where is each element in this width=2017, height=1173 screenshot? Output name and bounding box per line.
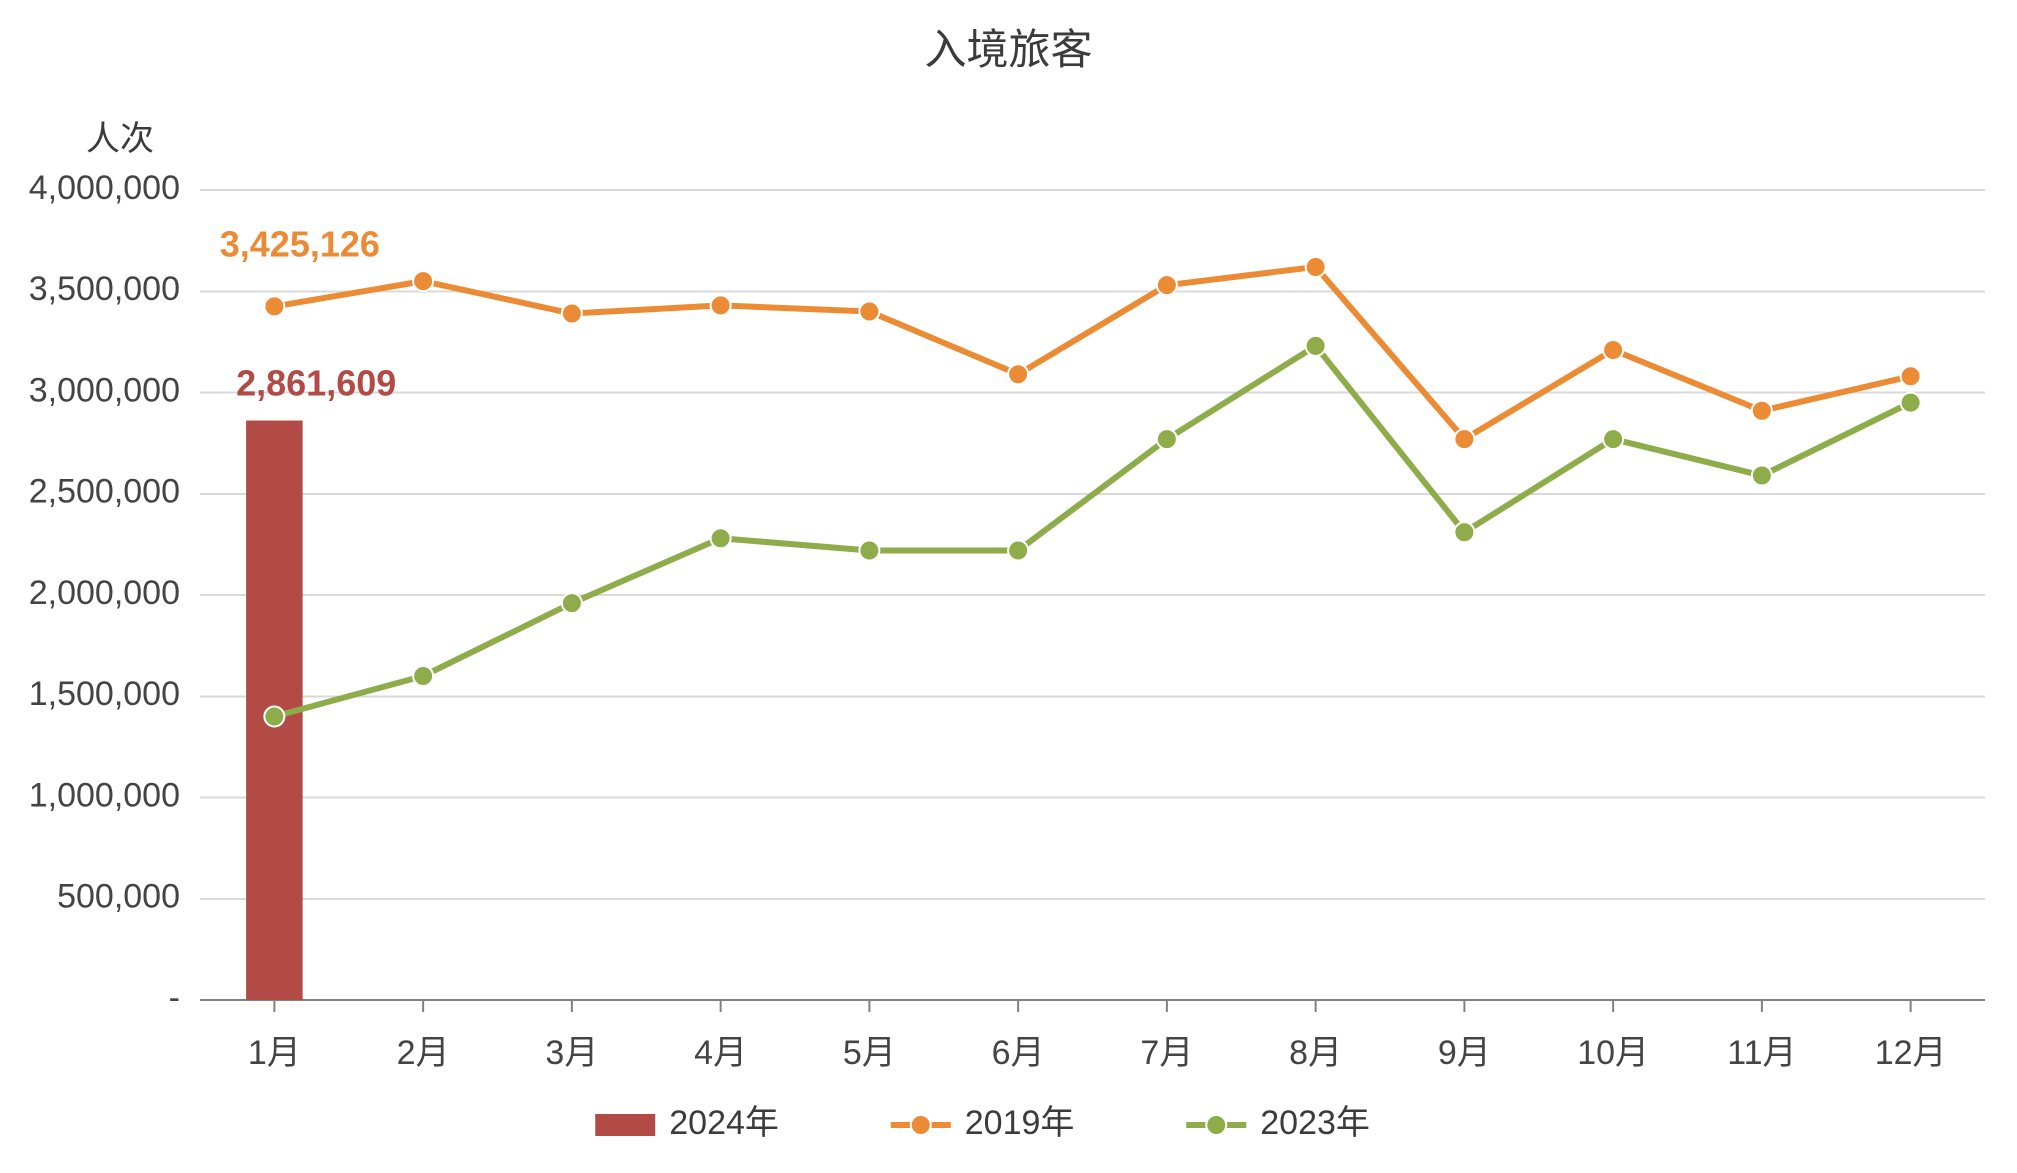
chart-title: 入境旅客 [924,26,1092,73]
y-tick-label: 2,000,000 [29,574,180,612]
marker-2019年 [413,271,433,291]
x-tick-label: 8月 [1289,1034,1342,1072]
x-tick-label: 10月 [1577,1034,1649,1072]
x-tick-label: 1月 [248,1034,301,1072]
y-tick-label: - [169,979,180,1017]
marker-2023年 [1752,466,1772,486]
marker-2023年 [1157,429,1177,449]
y-tick-label: 2,500,000 [29,473,180,511]
legend-label: 2023年 [1260,1104,1370,1142]
x-tick-label: 3月 [545,1034,598,1072]
marker-2023年 [1008,540,1028,560]
x-tick-label: 9月 [1438,1034,1491,1072]
marker-2019年 [711,295,731,315]
x-tick-label: 12月 [1875,1034,1947,1072]
legend-marker [1206,1115,1226,1135]
data-label: 3,425,126 [220,223,380,264]
y-tick-label: 1,500,000 [29,675,180,713]
marker-2023年 [413,666,433,686]
x-tick-label: 11月 [1727,1034,1796,1072]
y-tick-label: 3,500,000 [29,270,180,308]
marker-2019年 [1603,340,1623,360]
x-tick-label: 7月 [1140,1034,1193,1072]
marker-2023年 [859,540,879,560]
y-tick-label: 4,000,000 [29,169,180,207]
marker-2019年 [1157,275,1177,295]
y-tick-label: 500,000 [57,878,180,916]
marker-2023年 [711,528,731,548]
marker-2023年 [562,593,582,613]
marker-2019年 [1901,366,1921,386]
marker-2023年 [1306,336,1326,356]
legend-label: 2019年 [965,1104,1075,1142]
chart-svg: 入境旅客人次 - 500,000 1,000,000 1,500,000 2,000,00… [0,0,2017,1173]
marker-2019年 [562,304,582,324]
inbound-visitors-chart: 入境旅客人次 - 500,000 1,000,000 1,500,000 2,000,00… [0,0,2017,1173]
x-tick-label: 5月 [843,1034,896,1072]
legend-swatch-bar [595,1114,655,1136]
marker-2019年 [264,296,284,316]
y-tick-label: 3,000,000 [29,371,180,409]
data-label: 2,861,609 [236,363,396,404]
marker-2019年 [1306,257,1326,277]
marker-2023年 [1454,522,1474,542]
legend-label: 2024年 [669,1104,779,1142]
marker-2019年 [1454,429,1474,449]
x-tick-label: 6月 [992,1034,1045,1072]
marker-2023年 [1901,393,1921,413]
marker-2019年 [859,302,879,322]
x-tick-label: 2月 [397,1034,450,1072]
y-axis-label: 人次 [86,120,154,158]
x-tick-label: 4月 [694,1034,747,1072]
marker-2019年 [1008,364,1028,384]
marker-2019年 [1752,401,1772,421]
y-tick-label: 1,000,000 [29,776,180,814]
marker-2023年 [264,707,284,727]
legend-marker [911,1115,931,1135]
marker-2023年 [1603,429,1623,449]
